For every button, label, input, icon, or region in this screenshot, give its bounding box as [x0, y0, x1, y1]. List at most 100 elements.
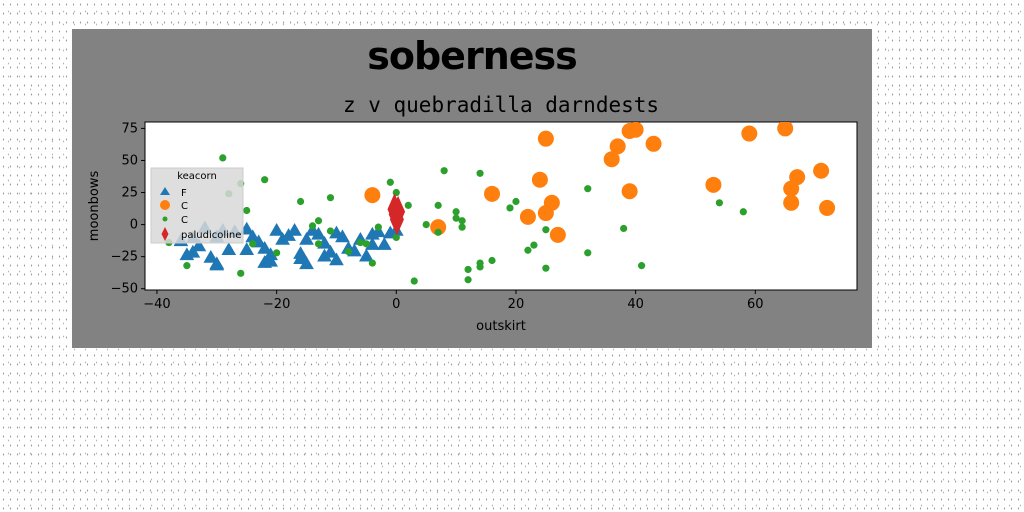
series-0-point-12 — [239, 242, 255, 256]
series-2-point-27 — [452, 208, 460, 216]
series-1-point-16 — [741, 125, 758, 142]
series-2-point-46 — [638, 262, 646, 270]
series-2-point-25 — [434, 201, 442, 209]
x-tick-label-1: −20 — [263, 297, 290, 312]
legend-label-3: paludicoline — [181, 230, 241, 241]
series-2-point-2 — [219, 154, 227, 162]
series-2-point-31 — [464, 265, 472, 274]
series-0-point-39 — [365, 237, 380, 250]
legend-label-2: C — [181, 215, 188, 226]
series-1-point-0 — [364, 187, 381, 204]
series-2-point-39 — [524, 246, 532, 254]
x-tick-label-2: 0 — [392, 297, 400, 312]
series-2-point-34 — [476, 259, 484, 267]
series-2-point-48 — [739, 208, 747, 216]
series-0-point-5 — [203, 249, 219, 263]
series-2-point-7 — [249, 240, 257, 248]
series-2-point-22 — [404, 201, 412, 209]
series-1-point-13 — [627, 122, 644, 138]
series-1-point-3 — [519, 208, 536, 225]
series-2-point-10 — [308, 222, 317, 230]
series-2-point-23 — [410, 277, 418, 285]
series-0-point-15 — [257, 240, 273, 254]
series-0-point-19 — [269, 223, 284, 236]
series-1-point-8 — [549, 226, 566, 243]
series-2-point-51 — [422, 220, 430, 229]
series-2-point-19 — [386, 178, 394, 186]
x-axis-label: outskirt — [476, 319, 526, 334]
series-2-point-13 — [326, 227, 335, 235]
series-0-point-28 — [311, 226, 326, 240]
series-1-point-18 — [783, 194, 800, 211]
series-2-point-15 — [356, 238, 364, 247]
y-tick-label-4: 50 — [121, 153, 138, 168]
series-2-point-49 — [344, 247, 353, 256]
series-0-point-38 — [359, 248, 374, 262]
series-0-point-9 — [221, 242, 237, 256]
series-0-point-24 — [293, 246, 308, 259]
chart-title: z v quebradilla darndests — [343, 93, 659, 117]
series-0-point-3 — [191, 238, 207, 252]
series-2-point-1 — [183, 262, 191, 270]
series-1-point-9 — [603, 151, 620, 168]
y-tick-label-5: 75 — [121, 121, 138, 136]
series-1-point-14 — [645, 135, 662, 152]
series-1-point-22 — [819, 199, 836, 216]
series-2-point-40 — [530, 241, 538, 249]
series-2-point-29 — [458, 223, 466, 231]
plot-area — [144, 121, 858, 291]
series-0-point-17 — [263, 253, 279, 267]
series-1-point-15 — [705, 176, 722, 193]
x-tick-label-0: −40 — [143, 297, 170, 312]
series-0-point-26 — [299, 231, 314, 245]
series-2-point-47 — [715, 199, 723, 207]
series-1-point-2 — [484, 185, 501, 202]
series-2-point-11 — [314, 217, 323, 225]
series-2-point-28 — [452, 214, 460, 222]
series-1-point-1 — [430, 219, 447, 236]
legend-title: keacorn — [177, 171, 217, 182]
series-1-point-10 — [609, 138, 626, 155]
y-tick-label-2: 0 — [130, 218, 138, 233]
series-2-point-12 — [314, 240, 323, 248]
series-0-point-30 — [317, 248, 332, 262]
series-0-point-34 — [335, 229, 350, 243]
series-0-point-33 — [329, 252, 344, 266]
legend-marker-1 — [160, 200, 170, 210]
y-axis-label: moonbows — [87, 171, 102, 242]
figure: soberness z v quebradilla darndests −40 −20… — [72, 29, 872, 348]
series-0-point-18 — [263, 247, 279, 261]
series-2-point-4 — [237, 269, 245, 277]
series-2-point-26 — [440, 167, 448, 175]
series-2-point-36 — [488, 256, 496, 265]
series-0-point-31 — [323, 244, 338, 258]
legend-marker-0 — [160, 187, 170, 195]
series-2-point-14 — [326, 194, 335, 202]
series-2-point-6 — [243, 206, 251, 215]
y-tick-label-0: −50 — [111, 282, 138, 297]
series-0-point-2 — [185, 244, 201, 258]
series-0-point-22 — [287, 223, 302, 236]
x-tick-label-4: 40 — [627, 297, 644, 312]
series-2-point-35 — [476, 169, 484, 177]
legend-marker-2 — [162, 216, 168, 222]
series-2-point-17 — [368, 259, 376, 267]
series-2-point-8 — [261, 176, 269, 184]
series-1-point-20 — [789, 169, 806, 186]
series-1-point-21 — [813, 162, 830, 179]
series-1-point-17 — [777, 122, 794, 137]
legend-marker-3 — [161, 227, 169, 241]
series-1-point-4 — [531, 171, 548, 188]
y-tick-label-1: −25 — [111, 250, 138, 265]
series-2-point-37 — [506, 204, 514, 212]
legend-label-0: F — [181, 188, 187, 199]
series-2-point-32 — [464, 276, 472, 284]
series-2-point-43 — [584, 185, 592, 193]
series-2-point-38 — [512, 197, 520, 206]
series-2-point-16 — [362, 240, 370, 248]
series-0-point-25 — [299, 256, 314, 270]
series-0-point-42 — [376, 237, 392, 250]
series-1-point-7 — [543, 194, 560, 211]
series-2-point-41 — [542, 264, 550, 272]
x-tick-label-5: 60 — [747, 297, 764, 312]
